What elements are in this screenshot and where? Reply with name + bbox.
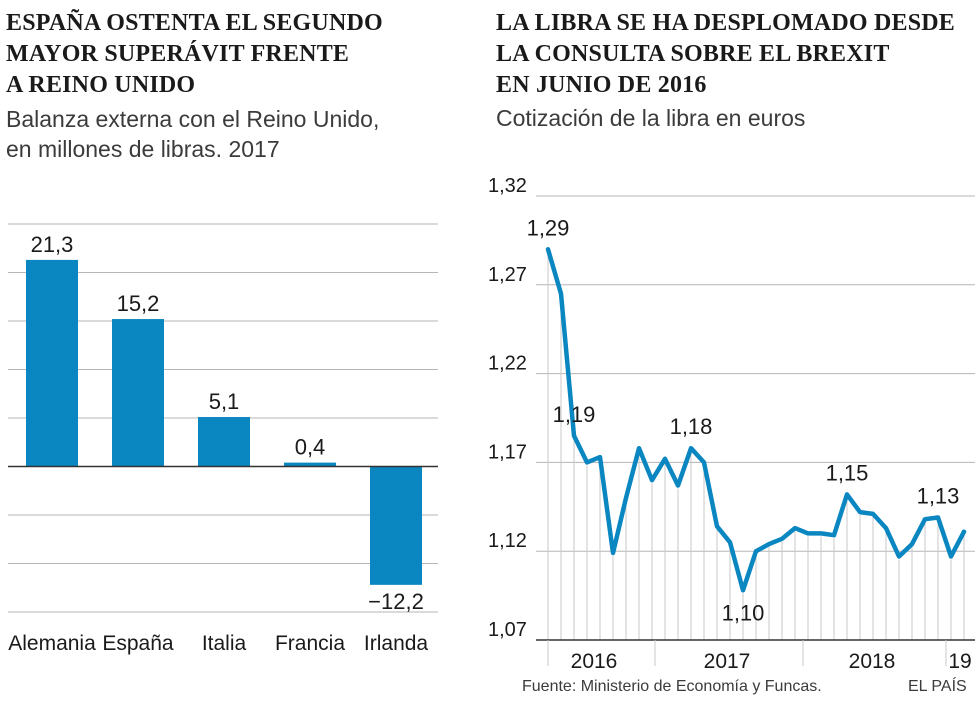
bar [26,259,78,467]
left-chart-title: ESPAÑA OSTENTA EL SEGUNDO MAYOR SUPERÁVI… [6,8,383,101]
y-tick-label: 1,32 [488,175,527,197]
right-chart-subtitle-line: Cotización de la libra en euros [496,105,806,131]
x-tick-label: 2018 [849,650,896,673]
bar-category-label: Italia [202,632,247,655]
bar-value-label: 5,1 [209,389,240,414]
bar-value-label: 0,4 [295,435,326,460]
bar [112,319,164,467]
y-tick-label: 1,07 [488,619,527,641]
y-tick-label: 1,17 [488,441,527,463]
right-chart-title: LA LIBRA SE HA DESPLOMADO DESDE LA CONSU… [496,8,955,101]
bar [198,417,250,467]
data-annotation: 1,29 [527,215,570,240]
bar-category-label: España [102,632,174,655]
bar-value-label: −12,2 [368,589,424,614]
y-tick-label: 1,27 [488,264,527,286]
series-line [545,247,967,593]
bar [284,462,336,467]
left-chart-title-line: MAYOR SUPERÁVIT FRENTE [6,41,350,67]
left-chart-subtitle: Balanza externa con el Reino Unido, en m… [6,104,379,164]
x-tick-label: 19 [948,650,971,673]
data-annotation: 1,15 [826,460,869,485]
bar-category-label: Alemania [8,632,96,655]
x-tick-label: 2016 [571,650,618,673]
right-chart-title-line: EN JUNIO DE 2016 [496,72,707,98]
y-tick-label: 1,12 [488,530,527,552]
data-annotation: 1,10 [722,600,765,625]
right-chart-subtitle: Cotización de la libra en euros [496,103,805,133]
bar-chart: 21,3 Alemania 15,2 España 5,1 Italia 0,4 Franci… [8,223,438,655]
left-chart-title-line: ESPAÑA OSTENTA EL SEGUNDO [6,10,383,36]
y-tick-label: 1,22 [488,353,527,375]
bar-category-label: Irlanda [364,632,429,655]
brand-logo: EL PAÍS [908,678,967,695]
bar-value-label: 21,3 [31,232,74,257]
bar-value-label: 15,2 [117,291,160,316]
right-chart-title-line: LA LIBRA SE HA DESPLOMADO DESDE [496,10,955,36]
data-annotation: 1,19 [553,402,596,427]
left-chart-title-line: A REINO UNIDO [6,72,196,98]
bar [370,466,422,585]
left-chart-subtitle-line: en millones de libras. 2017 [6,136,280,162]
line-chart: 1,32 1,27 1,22 1,17 1,12 1,07 2016 2017 2018 19 1,… [488,175,975,673]
data-annotation: 1,13 [917,483,960,508]
data-annotation: 1,18 [670,414,713,439]
left-chart-subtitle-line: Balanza externa con el Reino Unido, [6,106,380,132]
right-chart-title-line: LA CONSULTA SOBRE EL BREXIT [496,41,890,67]
x-tick-label: 2017 [704,650,751,673]
source-note: Fuente: Ministerio de Economía y Funcas. [522,678,822,695]
bar-category-label: Francia [275,632,345,655]
